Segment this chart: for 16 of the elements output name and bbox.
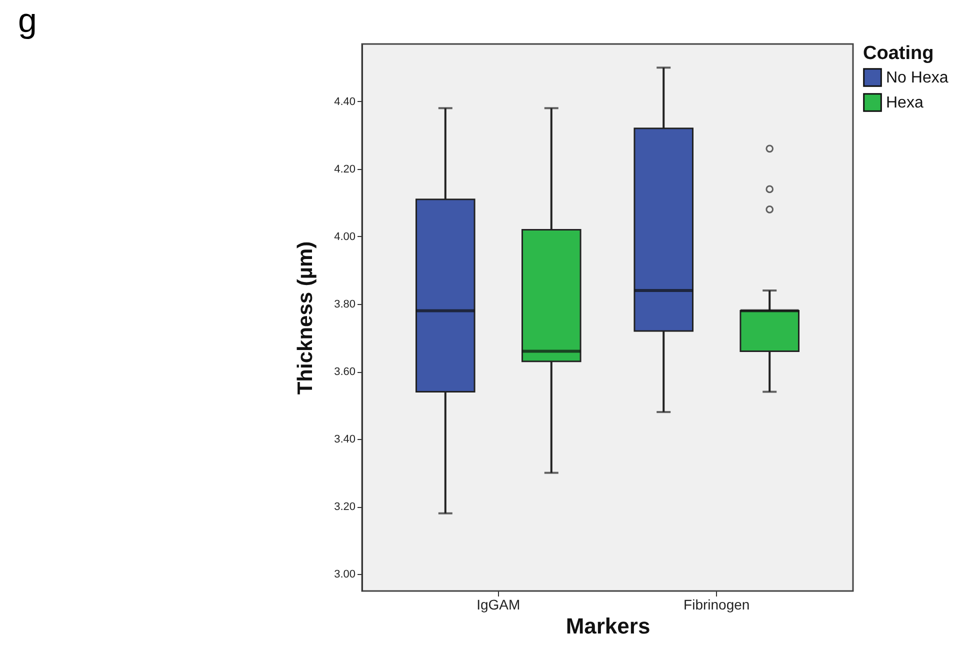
y-tick-label: 3.40 — [334, 434, 356, 446]
legend-label: No Hexa — [886, 70, 948, 86]
y-tick-label: 4.20 — [334, 163, 356, 176]
legend-label: Hexa — [886, 94, 924, 112]
x-tick-label: IgGAM — [476, 596, 520, 612]
y-tick-label: 3.60 — [334, 366, 356, 378]
y-tick-label: 4.00 — [334, 230, 356, 243]
y-axis-title: Thickness (µm) — [294, 241, 318, 395]
y-tick-label: 3.00 — [334, 568, 356, 581]
x-axis-title: Markers — [566, 614, 650, 638]
y-tick-label: 4.40 — [334, 96, 356, 108]
text: g — [18, 2, 37, 41]
x-tick-label: Fibrinogen — [684, 596, 750, 612]
y-tick-label: 3.80 — [334, 298, 356, 310]
legend-title: Coating — [863, 43, 934, 64]
y-tick-label: 3.20 — [334, 501, 356, 514]
